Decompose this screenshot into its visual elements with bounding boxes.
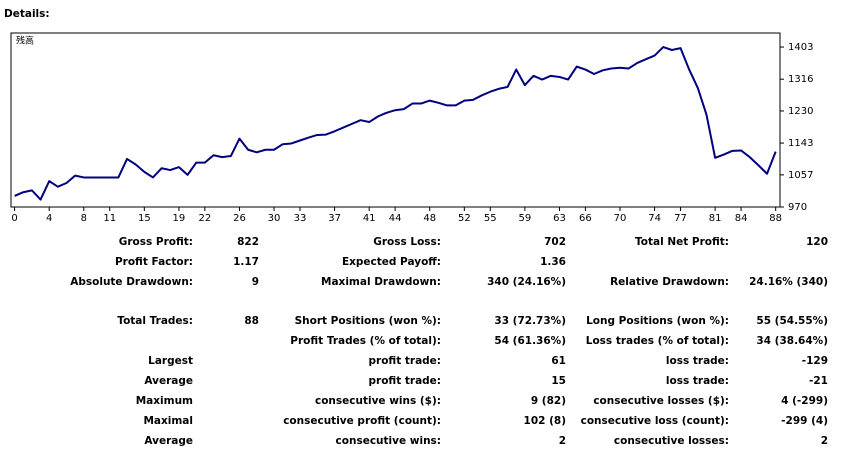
y-tick-label: 1403 xyxy=(788,42,813,53)
stat-value: 702 xyxy=(544,236,566,248)
stat-label: Maximum xyxy=(136,395,193,407)
x-tick-label: 81 xyxy=(709,213,722,224)
stat-label: consecutive loss (count): xyxy=(581,415,729,427)
x-tick-label: 33 xyxy=(294,213,307,224)
stat-value: 24.16% (340) xyxy=(749,276,828,288)
stat-label: Loss trades (% of total): xyxy=(586,335,729,347)
stat-label: Profit Factor: xyxy=(115,256,193,268)
stat-label: consecutive profit (count): xyxy=(283,415,441,427)
stat-value: 2 xyxy=(559,435,566,447)
stat-value: 340 (24.16%) xyxy=(487,276,566,288)
x-tick-label: 88 xyxy=(769,213,782,224)
balance-line xyxy=(14,46,777,201)
stat-label: Relative Drawdown: xyxy=(610,276,729,288)
stat-value: 9 (82) xyxy=(531,395,566,407)
stat-label: Short Positions (won %): xyxy=(295,315,441,327)
x-tick-label: 0 xyxy=(11,213,17,224)
stat-value: 61 xyxy=(551,355,566,367)
y-tick-label: 1057 xyxy=(788,170,813,181)
y-tick-label: 970 xyxy=(788,202,807,213)
x-tick-label: 11 xyxy=(103,213,116,224)
stat-label: loss trade: xyxy=(666,375,729,387)
x-tick-label: 15 xyxy=(138,213,151,224)
stat-value: 55 (54.55%) xyxy=(756,315,828,327)
stat-label: loss trade: xyxy=(666,355,729,367)
stat-value: 33 (72.73%) xyxy=(494,315,566,327)
stat-value: 1.17 xyxy=(233,256,259,268)
chart-frame xyxy=(10,32,781,208)
stat-value: 34 (38.64%) xyxy=(756,335,828,347)
x-tick-label: 66 xyxy=(579,213,592,224)
x-tick-label: 41 xyxy=(363,213,376,224)
x-tick-label: 30 xyxy=(268,213,281,224)
stat-label: Expected Payoff: xyxy=(342,256,441,268)
x-tick-label: 59 xyxy=(518,213,531,224)
stat-label: Average xyxy=(144,375,193,387)
stat-label: consecutive losses ($): xyxy=(593,395,729,407)
stat-label: Maximal xyxy=(143,415,193,427)
stat-value: 1.36 xyxy=(540,256,566,268)
stat-label: consecutive losses: xyxy=(614,435,729,447)
stat-label: Total Trades: xyxy=(117,315,193,327)
stat-label: Absolute Drawdown: xyxy=(70,276,193,288)
x-tick-label: 4 xyxy=(46,213,52,224)
x-tick-label: 26 xyxy=(233,213,246,224)
stat-label: Total Net Profit: xyxy=(635,236,729,248)
stat-label: consecutive wins: xyxy=(336,435,441,447)
stat-value: 9 xyxy=(252,276,259,288)
stat-label: Gross Loss: xyxy=(373,236,441,248)
x-tick-label: 74 xyxy=(648,213,661,224)
stat-value: 102 (8) xyxy=(524,415,566,427)
x-tick-label: 8 xyxy=(81,213,87,224)
x-tick-label: 77 xyxy=(674,213,687,224)
stat-value: -21 xyxy=(809,375,828,387)
stat-value: 120 xyxy=(806,236,828,248)
y-tick-label: 1316 xyxy=(788,74,813,85)
chart-label: 残高 xyxy=(16,35,34,47)
x-tick-label: 37 xyxy=(328,213,341,224)
stat-value: 2 xyxy=(821,435,828,447)
stat-value: -129 xyxy=(802,355,828,367)
stat-label: Profit Trades (% of total): xyxy=(290,335,441,347)
x-tick-label: 55 xyxy=(484,213,497,224)
stat-label: consecutive wins ($): xyxy=(315,395,441,407)
x-tick-label: 52 xyxy=(458,213,471,224)
x-tick-label: 19 xyxy=(173,213,186,224)
x-tick-label: 70 xyxy=(614,213,627,224)
stat-label: Maximal Drawdown: xyxy=(321,276,441,288)
stat-label: profit trade: xyxy=(369,375,442,387)
stat-value: 15 xyxy=(551,375,566,387)
stat-value: 822 xyxy=(237,236,259,248)
stat-value: 88 xyxy=(244,315,259,327)
x-tick-label: 84 xyxy=(735,213,748,224)
stat-label: profit trade: xyxy=(369,355,442,367)
stat-label: Gross Profit: xyxy=(119,236,193,248)
x-tick-label: 48 xyxy=(423,213,436,224)
y-tick-label: 1143 xyxy=(788,138,813,149)
details-title: Details: xyxy=(4,8,50,20)
y-tick-label: 1230 xyxy=(788,106,813,117)
x-tick-label: 63 xyxy=(553,213,566,224)
x-tick-label: 44 xyxy=(389,213,402,224)
stat-label: Largest xyxy=(148,355,193,367)
x-tick-label: 22 xyxy=(198,213,211,224)
stat-label: Long Positions (won %): xyxy=(586,315,729,327)
stat-value: -299 (4) xyxy=(781,415,828,427)
stat-value: 54 (61.36%) xyxy=(494,335,566,347)
stat-value: 4 (-299) xyxy=(781,395,828,407)
stat-label: Average xyxy=(144,435,193,447)
